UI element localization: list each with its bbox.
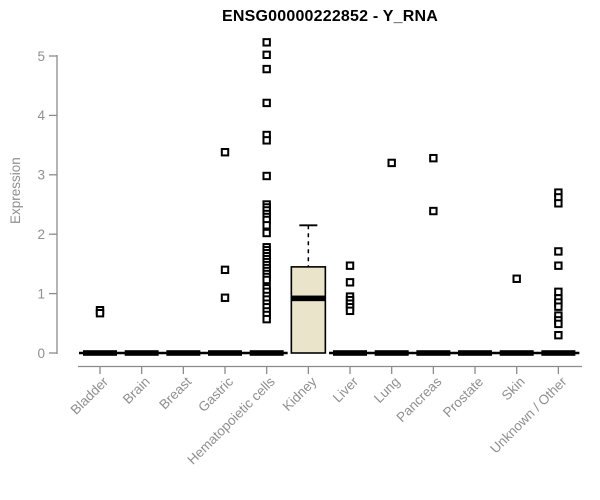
boxplot-median-unknown-other bbox=[541, 350, 576, 356]
boxplot-median-bladder bbox=[83, 350, 117, 356]
y-tick-label: 1 bbox=[37, 286, 45, 301]
outlier-point bbox=[262, 38, 271, 47]
x-category-label: Breast bbox=[156, 374, 194, 412]
boxplot-median-skin bbox=[499, 350, 534, 356]
outlier-point bbox=[554, 199, 563, 208]
y-tick-label: 0 bbox=[37, 346, 45, 361]
boxplot-median-breast bbox=[166, 350, 201, 356]
y-tick-label: 5 bbox=[37, 49, 45, 64]
outlier-point bbox=[262, 64, 271, 74]
outlier-point bbox=[262, 221, 271, 230]
outlier-point bbox=[554, 330, 563, 340]
x-category-label: Lung bbox=[371, 374, 403, 406]
y-tick-label: 3 bbox=[37, 168, 45, 183]
outlier-point bbox=[262, 228, 271, 238]
x-category-label: Liver bbox=[330, 374, 362, 406]
outlier-point bbox=[345, 278, 355, 287]
outlier-point bbox=[429, 206, 438, 216]
outlier-point bbox=[345, 306, 355, 316]
boxplot-median-kidney bbox=[291, 295, 326, 302]
outlier-point bbox=[554, 261, 563, 270]
outlier-point bbox=[554, 302, 563, 311]
outlier-point bbox=[220, 293, 230, 302]
boxplot-median-hematopoietic-cells bbox=[249, 350, 284, 356]
y-tick-label: 4 bbox=[37, 108, 45, 123]
outlier-point bbox=[220, 148, 230, 157]
outlier-point bbox=[262, 98, 271, 108]
outlier-point bbox=[554, 319, 563, 329]
boxplot-median-pancreas bbox=[416, 350, 451, 356]
boxplot-median-liver bbox=[333, 350, 368, 356]
x-category-label: Kidney bbox=[280, 374, 320, 414]
outlier-point bbox=[429, 153, 438, 163]
boxplot-median-lung bbox=[374, 350, 409, 356]
outlier-point bbox=[262, 314, 271, 324]
outlier-point bbox=[554, 287, 563, 297]
outlier-point bbox=[345, 261, 355, 270]
outlier-point bbox=[262, 136, 271, 145]
boxplot-median-prostate bbox=[458, 350, 493, 356]
x-category-label: Gastric bbox=[195, 374, 236, 415]
x-category-label: Brain bbox=[120, 374, 153, 407]
x-category-label: Unknown / Other bbox=[487, 374, 570, 457]
boxplot-median-brain bbox=[124, 350, 159, 356]
y-tick-label: 2 bbox=[37, 227, 45, 242]
x-category-label: Pancreas bbox=[394, 374, 445, 425]
chart-title: ENSG00000222852 - Y_RNA bbox=[222, 8, 438, 25]
outlier-point bbox=[262, 171, 271, 181]
x-category-label: Prostate bbox=[440, 374, 486, 420]
outlier-point bbox=[387, 158, 396, 168]
outlier-point bbox=[262, 275, 271, 285]
boxplot-kidney bbox=[290, 266, 327, 354]
boxplot-median-gastric bbox=[208, 350, 243, 356]
x-category-label: Bladder bbox=[68, 374, 112, 418]
outlier-point bbox=[220, 265, 230, 275]
outlier-point bbox=[554, 247, 563, 256]
outlier-point bbox=[262, 50, 271, 60]
outlier-point bbox=[95, 309, 105, 318]
outlier-point bbox=[512, 274, 521, 283]
x-category-label: Skin bbox=[499, 374, 528, 403]
